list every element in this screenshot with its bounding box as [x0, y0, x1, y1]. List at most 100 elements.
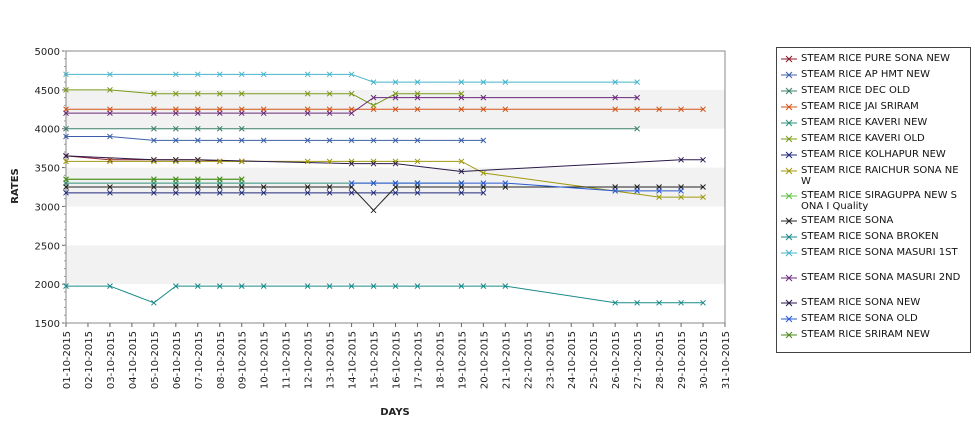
data-point — [216, 71, 223, 78]
data-point — [172, 137, 179, 144]
data-point — [370, 158, 377, 165]
data-point — [348, 90, 355, 97]
data-point — [216, 176, 223, 183]
data-point — [480, 180, 487, 186]
data-point — [238, 158, 245, 165]
data-point — [194, 156, 201, 163]
data-point — [414, 79, 421, 85]
data-point — [216, 110, 223, 117]
data-point — [370, 137, 377, 144]
x-tick-label: 12-10-2015 — [304, 331, 315, 389]
legend-marker-icon — [777, 272, 801, 283]
line-chart: 1500 2000 2500 3000 3500 4000 4500 5000 01-10-2… — [10, 47, 732, 418]
series-line — [65, 155, 704, 172]
data-point — [480, 137, 487, 144]
legend-item: STEAM RICE KAVERI NEW — [777, 117, 970, 128]
data-point — [194, 184, 201, 190]
data-point — [502, 180, 509, 186]
data-point — [63, 153, 69, 159]
data-point — [656, 106, 662, 113]
x-tick-label: 09-10-2015 — [238, 331, 249, 389]
series-lines — [65, 73, 704, 304]
data-point — [458, 158, 465, 165]
x-axis-label: DAYS — [380, 407, 410, 418]
legend-marker-icon — [777, 101, 801, 112]
data-point — [392, 79, 399, 85]
legend-item: STEAM RICE PURE SONA NEW — [777, 53, 970, 64]
data-point — [107, 283, 113, 289]
data-point — [260, 184, 267, 190]
data-point — [194, 125, 201, 132]
x-tick-label: 18-10-2015 — [435, 331, 446, 389]
data-point — [326, 189, 333, 196]
data-point — [63, 110, 69, 117]
data-point — [326, 71, 333, 78]
data-point — [172, 156, 179, 163]
data-point — [304, 184, 311, 190]
data-point — [502, 79, 509, 85]
y-tick-label: 4500 — [35, 86, 60, 97]
legend-label: STEAM RICE KAVERI OLD — [801, 133, 925, 144]
data-point — [392, 158, 399, 165]
data-point — [612, 299, 619, 306]
data-point — [502, 106, 509, 113]
x-tick-label: 29-10-2015 — [677, 331, 688, 389]
data-point — [216, 137, 223, 144]
data-point — [63, 283, 69, 289]
series-line — [66, 135, 484, 141]
data-point — [348, 283, 355, 289]
data-point — [458, 180, 465, 186]
x-tick-label: 06-10-2015 — [172, 331, 183, 389]
data-point — [172, 125, 179, 132]
data-point — [700, 299, 706, 306]
x-tick-label: 02-10-2015 — [84, 331, 95, 389]
data-point — [194, 137, 201, 144]
data-point — [392, 137, 399, 144]
data-point — [326, 184, 333, 190]
legend-label: STEAM RICE PURE SONA NEW — [801, 53, 950, 64]
data-point — [63, 176, 69, 183]
series-line — [66, 285, 704, 304]
data-point — [172, 189, 179, 196]
legend-label: STEAM RICE SONA MASURI 2ND — [801, 272, 961, 283]
x-tick-label: 26-10-2015 — [611, 331, 622, 389]
data-point — [304, 90, 311, 97]
data-point — [700, 106, 706, 113]
x-tick-label: 27-10-2015 — [633, 331, 644, 389]
y-tick-label: 3000 — [35, 202, 60, 213]
data-point — [370, 207, 377, 214]
legend-marker-icon — [777, 247, 801, 258]
legend-item: STEAM RICE RAICHUR SONA NEW — [777, 165, 970, 187]
legend-item: STEAM RICE KOLHAPUR NEW — [777, 149, 970, 160]
x-tick-label: 01-10-2015 — [62, 331, 73, 389]
grid-band — [66, 284, 725, 323]
data-point — [238, 110, 245, 117]
legend-item: STEAM RICE KAVERI OLD — [777, 133, 970, 144]
data-point — [656, 188, 662, 194]
data-point — [260, 283, 267, 289]
data-point — [656, 194, 662, 200]
series-line — [66, 73, 638, 83]
data-point — [172, 71, 179, 78]
data-point — [480, 106, 487, 113]
x-tick-label: 24-10-2015 — [567, 331, 578, 389]
data-point — [304, 71, 311, 78]
data-point — [194, 90, 201, 97]
data-point — [304, 189, 311, 196]
data-point — [238, 137, 245, 144]
data-point — [107, 71, 113, 78]
data-point — [480, 94, 487, 101]
data-point — [107, 87, 113, 93]
data-point — [304, 110, 311, 117]
data-point — [348, 160, 355, 167]
data-point — [63, 133, 69, 140]
data-point — [612, 188, 619, 194]
data-point — [326, 158, 333, 165]
data-point — [194, 110, 201, 117]
legend-label: STEAM RICE JAI SRIRAM — [801, 101, 919, 112]
data-point — [414, 189, 421, 196]
x-tick-label: 25-10-2015 — [589, 331, 600, 389]
data-point — [370, 102, 377, 109]
series-line — [66, 89, 462, 106]
data-point — [370, 180, 377, 186]
